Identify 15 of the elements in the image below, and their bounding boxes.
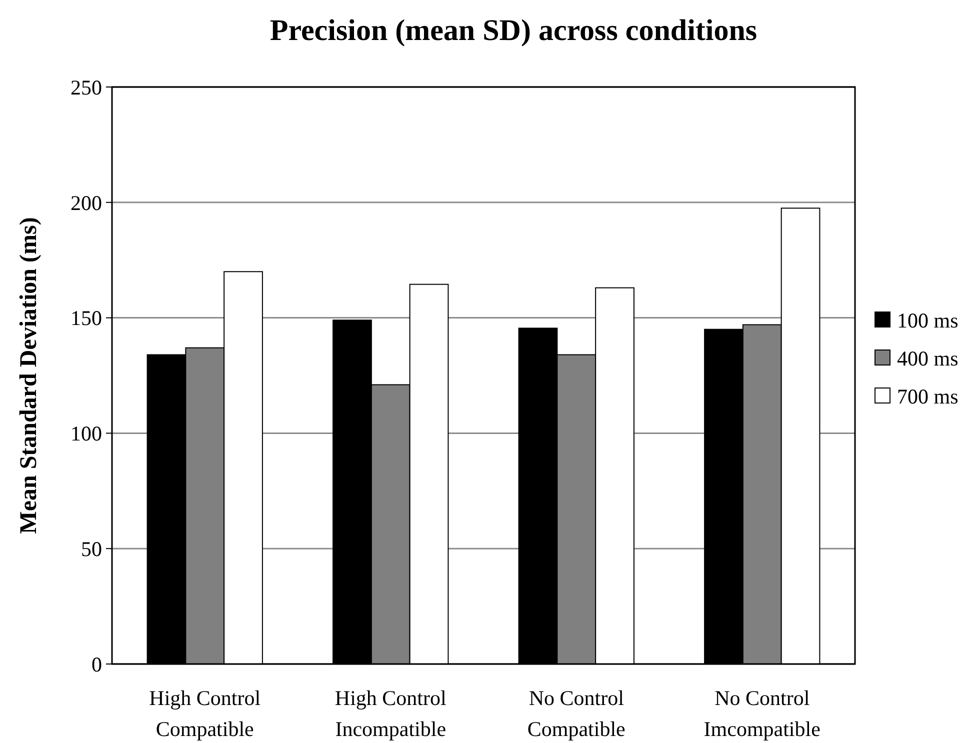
legend-label: 400 ms <box>897 346 958 370</box>
x-tick-label: High Control Incompatible <box>334 686 446 741</box>
y-tick-label: 50 <box>81 536 102 561</box>
y-tick-label: 100 <box>70 422 102 446</box>
x-tick-label: High Control Compatible <box>149 686 261 741</box>
x-tick-label: No Control Compatible <box>527 686 626 741</box>
y-tick-label: 150 <box>70 306 102 330</box>
chart-title: Precision (mean SD) across conditions <box>270 14 758 47</box>
x-tick-label: No Control Imcompatible <box>704 686 820 741</box>
y-tick-label: 250 <box>70 75 102 100</box>
y-tick-label: 200 <box>70 190 102 215</box>
y-axis-title: Mean Standard Deviation (ms) <box>16 217 42 534</box>
legend-label: 100 ms <box>897 308 958 332</box>
y-tick-label: 0 <box>92 652 102 676</box>
legend-label: 700 ms <box>897 384 958 408</box>
